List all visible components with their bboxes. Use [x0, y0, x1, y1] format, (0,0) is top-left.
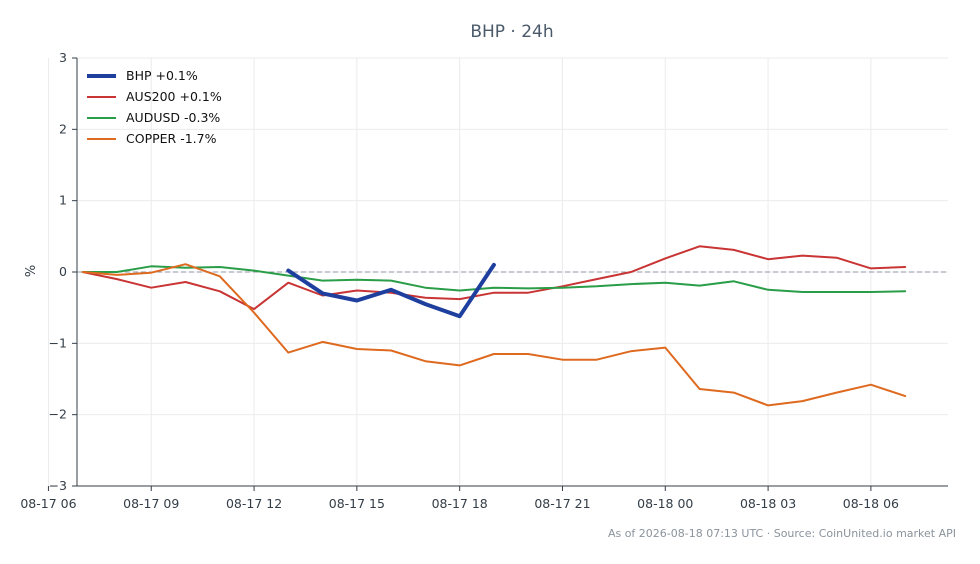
legend-label-aus200: AUS200 +0.1% [126, 89, 222, 104]
y-tick-label: 0 [59, 264, 67, 279]
legend-label-bhp: BHP +0.1% [126, 68, 198, 83]
x-tick-label: 08-17 09 [123, 496, 179, 511]
x-tick-label: 08-17 06 [20, 496, 76, 511]
source-footer: As of 2026-08-18 07:13 UTC · Source: Coi… [608, 527, 956, 540]
y-tick-label: 1 [59, 193, 67, 208]
legend-label-audusd: AUDUSD -0.3% [126, 110, 220, 125]
x-tick-label: 08-18 06 [843, 496, 899, 511]
x-tick-label: 08-18 00 [637, 496, 693, 511]
x-tick-label: 08-17 15 [329, 496, 385, 511]
x-tick-label: 08-18 03 [740, 496, 796, 511]
series-line-audusd [81, 265, 907, 293]
y-axis-label: % [24, 265, 39, 277]
chart-title: BHP · 24h [470, 22, 553, 42]
series-line-copper [81, 263, 907, 407]
legend: BHP +0.1% AUS200 +0.1% AUDUSD -0.3% COPPER … [87, 68, 222, 146]
y-tick-label: 3 [59, 50, 67, 65]
x-tick-label: 08-17 12 [226, 496, 282, 511]
series-lines [81, 245, 907, 407]
axes: 3 2 1 0 −1 −2 −3 08-17 06 08-17 09 08-17 12 08-17 … [20, 50, 948, 511]
x-tick-label: 08-17 18 [432, 496, 488, 511]
y-tick-label: −2 [49, 407, 67, 422]
y-tick-label: −3 [49, 478, 67, 493]
series-line-bhp [286, 262, 496, 319]
y-tick-label: 2 [59, 121, 67, 136]
legend-label-copper: COPPER -1.7% [126, 131, 217, 146]
x-tick-label: 08-17 21 [534, 496, 590, 511]
series-line-aus200 [81, 245, 907, 311]
y-tick-label: −1 [49, 335, 67, 350]
